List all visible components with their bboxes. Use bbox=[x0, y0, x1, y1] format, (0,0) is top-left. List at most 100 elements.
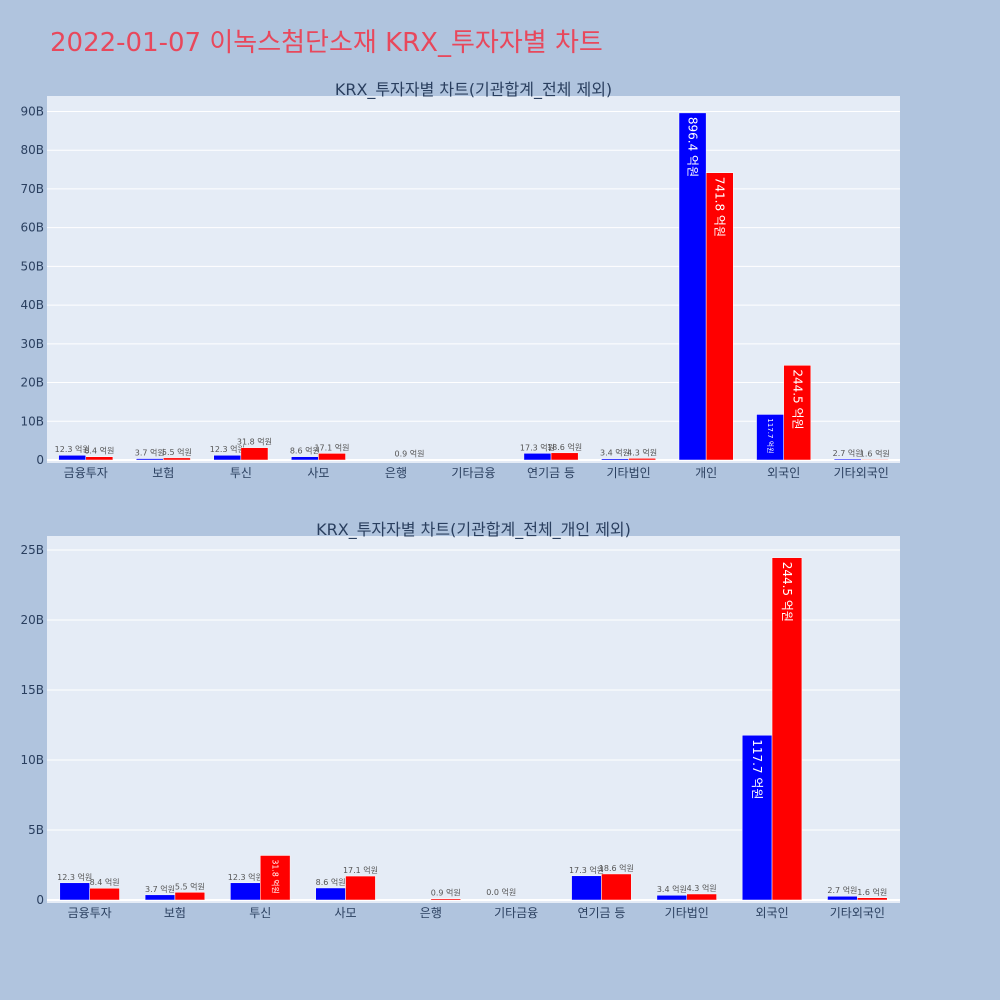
x-tick-label: 기타법인 bbox=[665, 906, 709, 920]
data-label: 8.6 억원 bbox=[290, 446, 320, 456]
data-label: 117.7 억원 bbox=[750, 739, 764, 799]
bar bbox=[89, 887, 120, 901]
data-label: 244.5 억원 bbox=[780, 562, 794, 622]
data-label: 244.5 억원 bbox=[790, 369, 804, 429]
data-label: 8.4 억원 bbox=[90, 877, 120, 887]
x-tick-label: 연기금 등 bbox=[527, 466, 575, 480]
data-label: 4.3 억원 bbox=[687, 883, 717, 893]
data-label: 12.3 억원 bbox=[57, 872, 92, 882]
data-label: 12.3 억원 bbox=[210, 444, 245, 454]
bar bbox=[315, 887, 346, 901]
x-tick-label: 금융투자 bbox=[68, 906, 112, 920]
bar bbox=[230, 882, 261, 901]
y-tick-label: 20B bbox=[20, 613, 44, 627]
data-label: 31.8 억원 bbox=[237, 437, 272, 447]
x-tick-label: 외국인 bbox=[755, 906, 788, 920]
y-tick-label: 60B bbox=[20, 221, 44, 235]
data-label: 3.7 억원 bbox=[145, 884, 175, 894]
bar bbox=[345, 875, 376, 901]
data-label: 18.6 억원 bbox=[599, 863, 634, 873]
x-tick-label: 기타외국인 bbox=[830, 906, 885, 920]
bar bbox=[174, 892, 206, 901]
y-tick-label: 20B bbox=[20, 376, 44, 390]
y-tick-label: 50B bbox=[20, 259, 44, 273]
bar bbox=[771, 557, 803, 901]
bar bbox=[857, 897, 888, 901]
data-label: 3.4 억원 bbox=[657, 884, 687, 894]
x-tick-label: 금융투자 bbox=[64, 466, 108, 480]
bar bbox=[827, 895, 858, 901]
x-tick-label: 기타외국인 bbox=[834, 466, 889, 480]
page-title: 2022-01-07 이녹스첨단소재 KRX_투자자별 차트 bbox=[50, 28, 603, 58]
data-label: 0.9 억원 bbox=[395, 449, 425, 459]
plot-area bbox=[47, 96, 900, 463]
bar bbox=[550, 452, 579, 461]
x-tick-label: 은행 bbox=[385, 465, 407, 480]
x-tick-label: 보험 bbox=[164, 906, 186, 920]
data-label: 8.6 억원 bbox=[316, 877, 346, 887]
data-label: 4.3 억원 bbox=[627, 447, 657, 457]
data-label: 0.0 억원 bbox=[486, 887, 516, 897]
bar bbox=[523, 453, 552, 461]
data-label: 12.3 억원 bbox=[55, 444, 90, 454]
bar bbox=[656, 894, 688, 901]
y-tick-label: 30B bbox=[20, 337, 44, 351]
x-tick-label: 기타법인 bbox=[607, 466, 651, 480]
x-tick-label: 투신 bbox=[249, 906, 271, 920]
data-label: 0.9 억원 bbox=[431, 888, 461, 898]
data-label: 18.6 억원 bbox=[547, 442, 582, 452]
x-tick-label: 투신 bbox=[230, 466, 252, 480]
bar bbox=[756, 414, 784, 461]
y-tick-label: 90B bbox=[20, 104, 44, 118]
bar bbox=[144, 894, 176, 901]
chart-title: KRX_투자자별 차트(기관합계_전체_개인 제외) bbox=[316, 520, 631, 540]
data-label: 3.4 억원 bbox=[600, 448, 630, 458]
bar bbox=[213, 454, 242, 461]
chart-1: 0 10B 20B 30B 40B 50B 60B 70B 80B 90B KRX_투자자별 차트(… bbox=[20, 80, 900, 480]
bar bbox=[135, 458, 164, 461]
data-label: 1.6 억원 bbox=[857, 887, 887, 897]
y-tick-label: 25B bbox=[20, 543, 44, 557]
bar bbox=[783, 365, 812, 461]
data-label: 2.7 억원 bbox=[833, 448, 863, 458]
bar bbox=[163, 457, 191, 461]
bar bbox=[678, 112, 707, 461]
bar bbox=[318, 453, 346, 461]
bar bbox=[705, 172, 734, 461]
bar bbox=[59, 882, 90, 901]
y-tick-label: 10B bbox=[20, 753, 44, 767]
data-label: 741.8 억원 bbox=[713, 177, 727, 237]
y-tick-label: 80B bbox=[20, 143, 44, 157]
data-label: 17.3 억원 bbox=[569, 865, 604, 875]
y-tick-label: 5B bbox=[28, 823, 44, 837]
bar bbox=[58, 454, 87, 461]
bar bbox=[686, 893, 717, 901]
y-tick-label: 10B bbox=[20, 414, 44, 428]
data-label: 17.1 억원 bbox=[343, 865, 378, 875]
bar bbox=[260, 855, 291, 901]
data-label: 1.6 억원 bbox=[860, 448, 890, 458]
data-label: 31.8 억원 bbox=[271, 859, 281, 893]
x-tick-label: 기타금융 bbox=[451, 466, 495, 480]
bar bbox=[240, 447, 269, 461]
y-tick-label: 0 bbox=[36, 453, 44, 467]
x-tick-label: 은행 bbox=[420, 905, 442, 920]
chart-title: KRX_투자자별 차트(기관합계_전체 제외) bbox=[335, 80, 612, 100]
y-tick-label: 0 bbox=[36, 893, 44, 907]
y-tick-label: 15B bbox=[20, 683, 44, 697]
y-tick-label: 70B bbox=[20, 182, 44, 196]
chart-2: 0 5B 10B 15B 20B 25B KRX_투자자별 차트(기관합계_전체_개인 제외… bbox=[20, 520, 900, 920]
bar bbox=[85, 456, 114, 461]
data-label: 117.7 억원 bbox=[766, 418, 775, 453]
bar bbox=[741, 734, 773, 901]
data-label: 2.7 억원 bbox=[827, 885, 857, 895]
y-tick-label: 40B bbox=[20, 298, 44, 312]
bar bbox=[628, 458, 656, 461]
x-tick-label: 사모 bbox=[307, 466, 329, 480]
data-label: 12.3 억원 bbox=[228, 872, 263, 882]
x-tick-label: 개인 bbox=[695, 466, 717, 480]
bar bbox=[601, 873, 632, 901]
x-tick-label: 보험 bbox=[152, 466, 174, 480]
data-label: 17.1 억원 bbox=[314, 442, 349, 452]
